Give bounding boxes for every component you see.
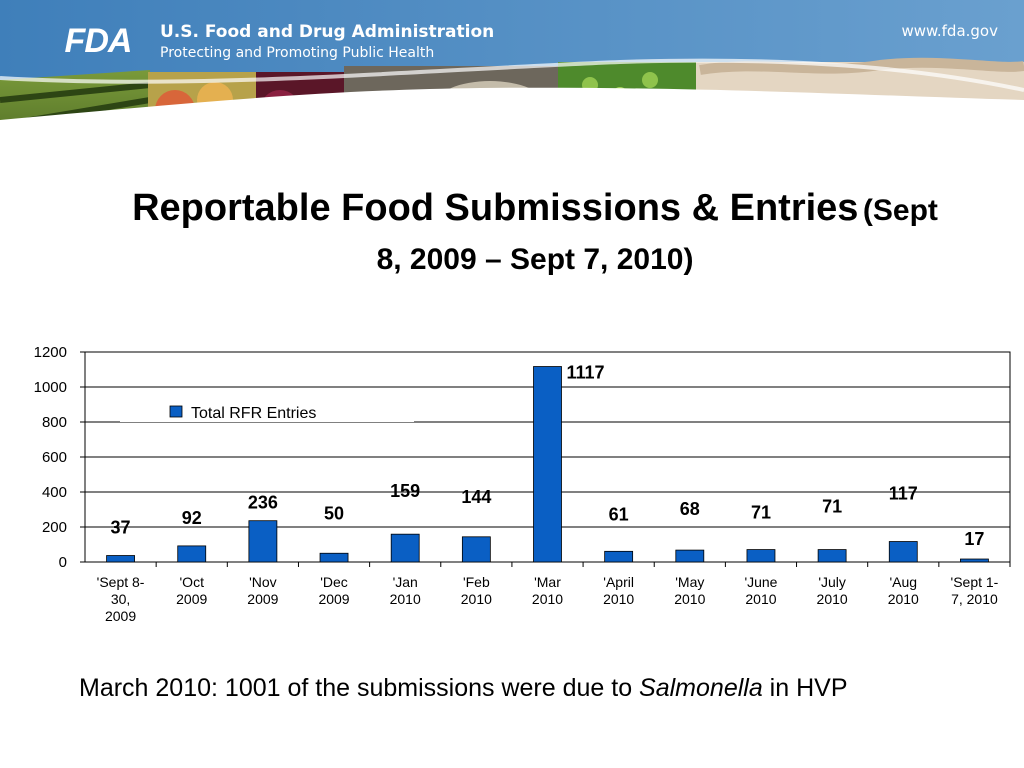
x-tick-label: 2009	[318, 591, 349, 607]
fda-logo: FDA	[64, 21, 133, 60]
x-tick-label: 'July	[818, 574, 846, 590]
x-tick-label: 'Jan	[393, 574, 418, 590]
x-tick-label: 'June	[744, 574, 777, 590]
y-tick-label: 0	[59, 554, 67, 571]
data-label: 159	[390, 481, 420, 501]
x-tick-label: 'Nov	[249, 574, 277, 590]
agency-name: U.S. Food and Drug Administration	[160, 22, 495, 42]
bar	[390, 533, 420, 563]
data-label: 117	[889, 484, 918, 504]
data-label: 68	[680, 499, 700, 519]
data-label: 61	[609, 504, 629, 524]
y-tick-label: 1200	[34, 344, 67, 361]
header-banner: FDA U.S. Food and Drug Administration Pr…	[0, 0, 1024, 185]
bar	[533, 366, 562, 563]
x-tick-label: 'Aug	[889, 574, 917, 590]
data-label: 37	[111, 518, 131, 538]
data-label: 17	[964, 529, 984, 549]
x-tick-label: 'Dec	[320, 574, 348, 590]
data-label: 71	[822, 497, 842, 517]
footnote: March 2010: 1001 of the submissions were…	[79, 674, 848, 703]
x-tick-label: 2010	[461, 591, 492, 607]
bar	[960, 558, 989, 563]
x-tick-label: 2010	[674, 591, 705, 607]
x-tick-label: 'Mar	[534, 574, 561, 590]
x-tick-label: 'May	[675, 574, 704, 590]
y-tick-label: 1000	[34, 379, 67, 396]
bar	[675, 549, 705, 563]
y-tick-label: 200	[42, 519, 67, 536]
x-tick-label: 2009	[176, 591, 207, 607]
x-tick-label: 'Sept 1-	[951, 574, 999, 590]
data-label: 50	[324, 503, 344, 523]
legend-box	[120, 400, 414, 422]
footnote-text-end: in HVP	[762, 674, 848, 702]
data-label: 71	[751, 503, 771, 523]
x-tick-label: 'Sept 8-	[97, 574, 145, 590]
y-tick-label: 400	[42, 484, 67, 501]
title-sub-part1: (Sept	[862, 194, 938, 227]
bar-chart: 0 200 400 600 800 1000 1200 Total RFR Entries 37…	[34, 344, 1011, 624]
title-sub-part2: 8, 2009 – Sept 7, 2010)	[376, 243, 694, 276]
agency-tagline: Protecting and Promoting Public Health	[160, 45, 435, 61]
data-label: 236	[248, 493, 278, 513]
footnote-italic: Salmonella	[639, 674, 763, 702]
x-tick-label: 30,	[111, 591, 130, 607]
banner-food-photo-strip	[0, 0, 1024, 185]
x-tick-label: 2010	[532, 591, 563, 607]
x-tick-label: 2010	[603, 591, 634, 607]
x-tick-label: 'April	[603, 574, 634, 590]
footnote-text: March 2010: 1001 of the submissions were…	[79, 674, 640, 702]
x-tick-label: 2009	[247, 591, 278, 607]
x-tick-label: 'Oct	[180, 574, 205, 590]
x-tick-label: 2010	[390, 591, 421, 607]
y-tick-label: 800	[42, 414, 67, 431]
x-tick-label: 2010	[817, 591, 848, 607]
x-tick-label: 7, 2010	[951, 591, 998, 607]
x-tick-label: 2010	[888, 591, 919, 607]
bar	[817, 549, 847, 563]
title-main: Reportable Food Submissions & Entries	[132, 187, 859, 229]
bar	[461, 536, 491, 563]
bar	[746, 549, 776, 563]
y-tick-label: 600	[42, 449, 67, 466]
bar	[319, 552, 349, 563]
data-label: 1117	[566, 363, 604, 383]
data-label: 92	[182, 508, 202, 528]
x-tick-label: 2010	[745, 591, 776, 607]
bar	[888, 541, 918, 563]
bar	[248, 520, 278, 563]
bar	[106, 555, 135, 563]
bar	[177, 545, 207, 563]
site-url: www.fda.gov	[901, 22, 998, 40]
x-tick-label: 2009	[105, 608, 136, 624]
bar	[604, 550, 634, 563]
slide-title: Reportable Food Submissions & Entries (S…	[60, 186, 1010, 287]
data-label: 144	[461, 487, 491, 507]
legend-swatch	[169, 405, 183, 418]
x-tick-label: 'Feb	[463, 574, 490, 590]
legend-label: Total RFR Entries	[191, 405, 316, 422]
